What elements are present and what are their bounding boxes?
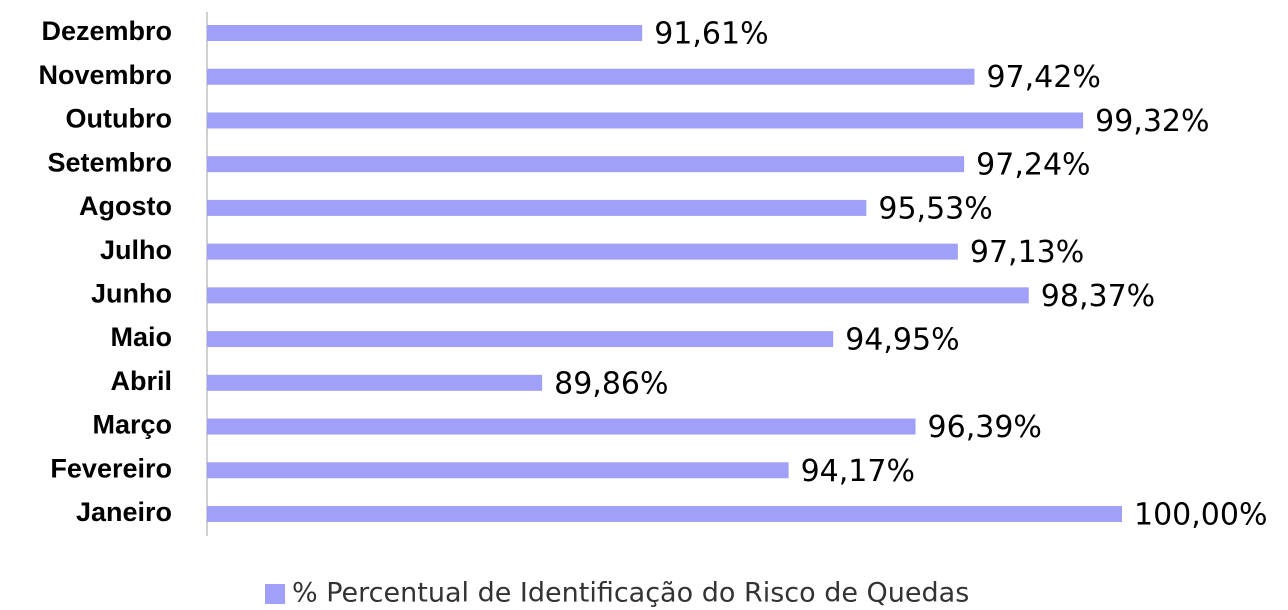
- data-label: 98,37%: [1041, 279, 1155, 314]
- data-label: 96,39%: [928, 410, 1042, 445]
- bar: [207, 112, 1084, 129]
- bar: [207, 287, 1029, 304]
- y-tick-label: Junho: [91, 278, 172, 308]
- y-tick-label: Julho: [100, 235, 172, 265]
- y-tick-label: Agosto: [79, 191, 172, 221]
- y-tick-label: Março: [92, 410, 172, 440]
- y-tick-label: Dezembro: [41, 16, 172, 46]
- y-tick-label: Outubro: [66, 104, 172, 134]
- bar: [207, 25, 643, 41]
- y-tick-label: Janeiro: [76, 497, 172, 527]
- data-label: 91,61%: [654, 17, 768, 52]
- bar: [207, 199, 867, 216]
- bar: [207, 506, 1122, 522]
- data-label: 100,00%: [1134, 498, 1267, 533]
- data-label: 97,42%: [986, 60, 1100, 95]
- y-tick-label: Maio: [110, 322, 172, 352]
- y-tick-label: Novembro: [38, 60, 172, 90]
- bar: [207, 374, 543, 391]
- bar: [207, 462, 789, 479]
- y-tick-label: Setembro: [47, 147, 172, 177]
- data-label: 97,13%: [970, 235, 1084, 270]
- bar: [207, 156, 965, 173]
- y-tick-label: Fevereiro: [50, 453, 172, 483]
- data-label: 89,86%: [554, 366, 668, 401]
- bar: [207, 68, 975, 85]
- data-label: 94,95%: [845, 323, 959, 358]
- bar: [207, 418, 916, 435]
- legend-swatch: [265, 584, 285, 604]
- data-label: 94,17%: [801, 454, 915, 489]
- bar: [207, 243, 958, 260]
- data-label: 95,53%: [878, 191, 992, 226]
- data-label: 99,32%: [1095, 104, 1209, 139]
- legend-label: % Percentual de Identificação do Risco d…: [292, 578, 969, 609]
- bar: [207, 331, 834, 348]
- data-label: 97,24%: [976, 148, 1090, 183]
- y-tick-label: Abril: [110, 366, 172, 396]
